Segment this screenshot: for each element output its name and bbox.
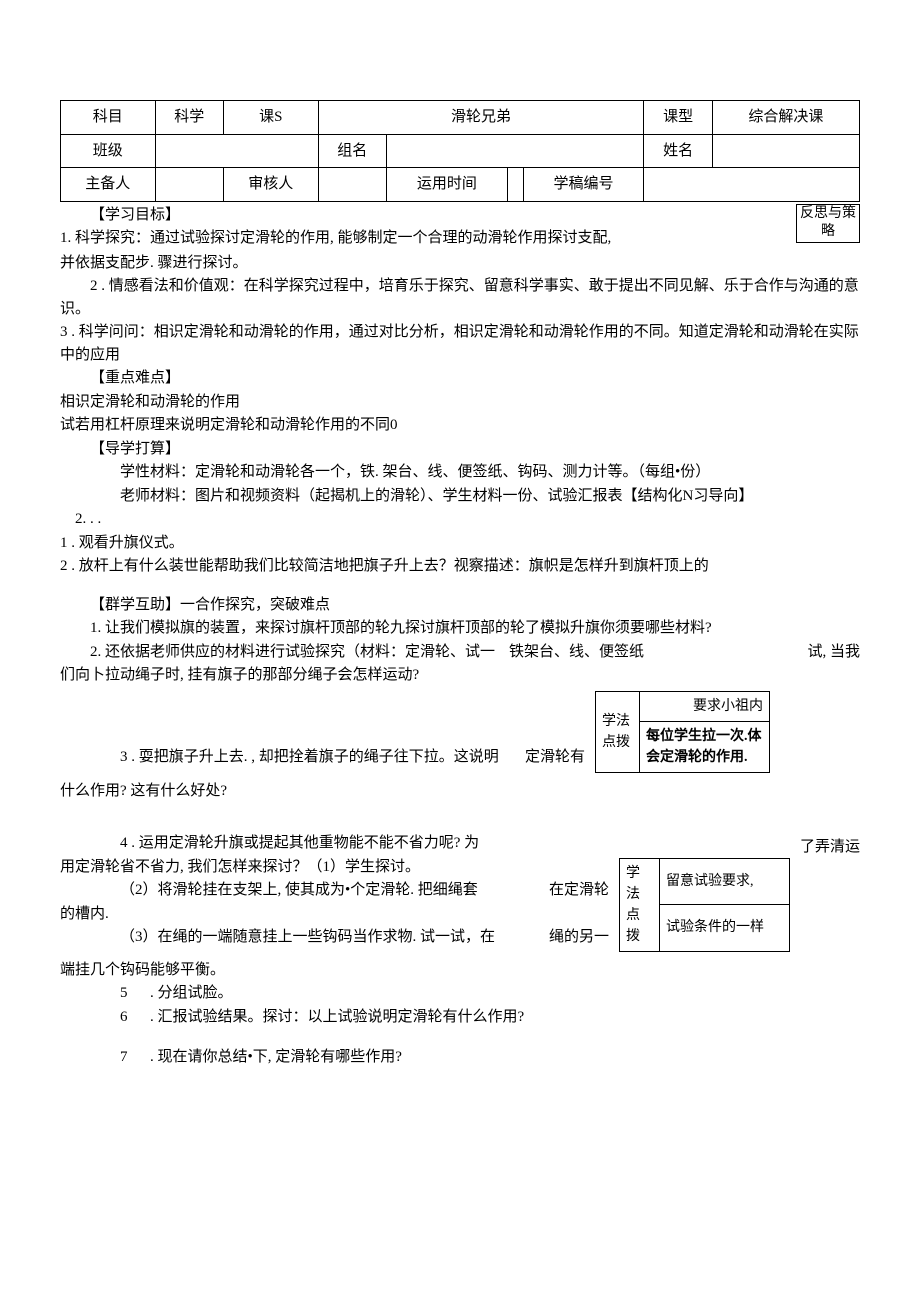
keypoint-2: 试若用杠杆原理来说明定滑轮和动滑轮作用的不同0 <box>60 414 860 437</box>
q4f: 端挂几个钩码能够平衡。 <box>60 959 860 982</box>
keypoint-1: 相识定滑轮和动滑轮的作用 <box>60 391 860 414</box>
q7: . 现在请你总结•下, 定滑轮有哪些作用? <box>150 1046 860 1069</box>
reflect-line2: 略 <box>800 223 856 242</box>
group-q2a: 2. 还依据老师供应的材料进行试验探究（材料：定滑轮、试一 <box>60 641 495 664</box>
docno-value <box>644 168 860 202</box>
group-value <box>386 134 644 168</box>
prep-1: 学性材料：定滑轮和动滑轮各一个，铁. 架台、线、便签纸、钩码、测力计等。（每组•… <box>60 461 860 484</box>
class-type-label: 课型 <box>644 101 712 135</box>
group-q1: 1. 让我们模拟旗的装置，来探讨旗杆顶部的轮九探讨旗杆顶部的轮了模拟升旗你须要哪… <box>60 617 860 640</box>
goal-1a: 1. 科学探究：通过试验探讨定滑轮的作用, 能够制定一个合理的动滑轮作用探讨支配… <box>60 227 860 250</box>
tip2-line1: 留意试验要求, <box>659 858 789 905</box>
tip2-label: 学法点拨 <box>619 858 659 951</box>
reflect-line1: 反思与策 <box>800 205 856 224</box>
prep-2: 老师材料：图片和视频资料（起揭机上的滑轮）、学生材料一份、试验汇报表【结构化N习… <box>60 485 860 508</box>
q4-tail1: 了弄清运 <box>800 836 860 859</box>
tip2-line2: 试验条件的一样 <box>659 905 789 952</box>
class-type-value: 综合解决课 <box>712 101 859 135</box>
keypoints-title: 【重点难点】 <box>60 367 860 390</box>
tip2-table: 学法点拨 留意试验要求, 试验条件的一样 <box>619 858 790 952</box>
name-value <box>712 134 859 168</box>
group-title: 【群学互助】一合作探究，突破难点 <box>60 594 860 617</box>
reviewer-value <box>318 168 386 202</box>
group-q2-mid: 铁架台、线、便签纸 <box>509 641 644 664</box>
goal-2: 2 . 情感看法和价值观：在科学探究过程中，培育乐于探究、留意科学事实、敢于提出… <box>60 275 860 320</box>
tip1-line1: 要求小祖内 <box>640 691 770 721</box>
prep-3: 2. . . <box>60 508 860 531</box>
q3-tail: 定滑轮有 <box>525 746 585 769</box>
goal-3: 3 . 科学问问：相识定滑轮和动滑轮的作用，通过对比分析，相识定滑轮和动滑轮作用… <box>60 321 860 366</box>
goals-title: 【学习目标】 <box>60 204 860 227</box>
subject-label: 科目 <box>61 101 156 135</box>
preparer-label: 主备人 <box>61 168 156 202</box>
name-label: 姓名 <box>644 134 712 168</box>
tip1-label: 学法点拨 <box>596 691 640 772</box>
q4a: 4 . 运用定滑轮升旗或提起其他重物能不能不省力呢? 为 <box>60 832 860 855</box>
group-label: 组名 <box>318 134 386 168</box>
prep-title: 【导学打算】 <box>60 438 860 461</box>
class-label: 班级 <box>61 134 156 168</box>
tip1-line3: 会定滑轮的作用. <box>646 747 763 768</box>
reviewer-label: 审核人 <box>223 168 318 202</box>
q4-tail2: 在定滑轮 <box>549 879 609 902</box>
q4e: （3）在绳的一端随意挂上一些钩码当作求物. 试一试，在 <box>60 926 495 949</box>
preparer-value <box>155 168 223 202</box>
tip1-line2: 每位学生拉一次.体 <box>646 726 763 747</box>
n6: 6 <box>60 1006 150 1029</box>
tip1-table: 学法点拨 要求小祖内 每位学生拉一次.体 会定滑轮的作用. <box>595 691 770 773</box>
group-q2-tail: 试, 当我 <box>787 641 860 664</box>
docno-label: 学稿编号 <box>523 168 644 202</box>
q4c: （2）将滑轮挂在支架上, 使其成为•个定滑轮. 把细绳套 <box>60 879 478 902</box>
prep-5: 2 . 放杆上有什么装世能帮助我们比较简洁地把旗子升上去？视察描述：旗帜是怎样升… <box>60 555 860 578</box>
group-q2b: 们向卜拉动绳子时, 挂有旗子的那部分绳子会怎样运动? <box>60 664 860 687</box>
lesson-title: 滑轮兄弟 <box>318 101 644 135</box>
q6: . 汇报试验结果。探讨：以上试验说明定滑轮有什么作用? <box>150 1006 860 1029</box>
q4-tail3: 绳的另一 <box>549 926 609 949</box>
n7: 7 <box>60 1046 150 1069</box>
prep-4: 1 . 观看升旗仪式。 <box>60 532 860 555</box>
class-value <box>155 134 318 168</box>
usetime-value <box>507 168 523 202</box>
goal-1b: 并依据支配步. 骤进行探讨。 <box>60 252 860 275</box>
class-s-label: 课S <box>223 101 318 135</box>
q3b: 什么作用? 这有什么好处? <box>60 780 860 803</box>
lesson-header-table: 科目 科学 课S 滑轮兄弟 课型 综合解决课 班级 组名 姓名 主备人 审核人 … <box>60 100 860 202</box>
reflect-box: 反思与策 略 <box>796 204 860 244</box>
q3a: 3 . 耍把旗子升上去. , 却把拴着旗子的绳子往下拉。这说明 <box>60 746 499 769</box>
usetime-label: 运用时间 <box>386 168 507 202</box>
n5: 5 <box>60 982 150 1005</box>
subject-value: 科学 <box>155 101 223 135</box>
q5: . 分组试脸。 <box>150 982 860 1005</box>
